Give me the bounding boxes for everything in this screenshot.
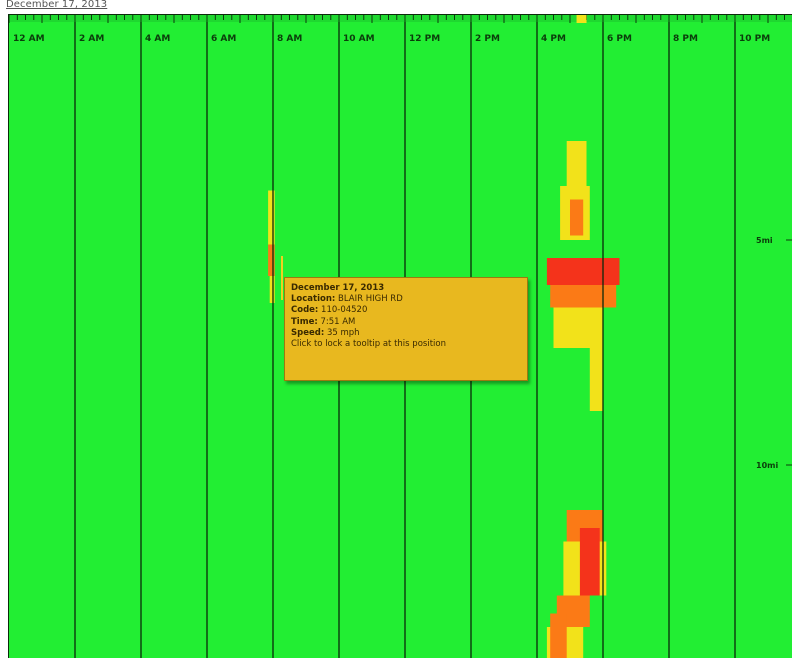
x-tick-label: 12 PM (409, 34, 440, 44)
hover-tooltip[interactable]: December 17, 2013 Location: BLAIR HIGH R… (284, 277, 528, 381)
x-tick-label: 8 AM (277, 34, 302, 44)
x-tick-label: 4 AM (145, 34, 170, 44)
congestion-cell-slow[interactable] (589, 348, 603, 411)
x-tick-label: 2 AM (79, 34, 104, 44)
congestion-cell-slow[interactable] (268, 190, 275, 245)
tooltip-location: Location: BLAIR HIGH RD (291, 294, 403, 305)
x-tick-label: 6 PM (607, 34, 632, 44)
date-title[interactable]: December 17, 2013 (6, 0, 108, 10)
y-tick-label: 5mi (756, 236, 773, 245)
x-tick-label: 6 AM (211, 34, 236, 44)
tooltip-speed: Speed: 35 mph (291, 327, 360, 338)
ruler-marker (576, 15, 587, 23)
x-tick-label: 8 PM (673, 34, 698, 44)
x-tick-label: 4 PM (541, 34, 566, 44)
congestion-cell-slow[interactable] (269, 276, 275, 303)
x-tick-label: 10 AM (343, 34, 375, 44)
tooltip-lock-hint[interactable]: Click to lock a tooltip at this position (291, 339, 446, 350)
congestion-cell-congested[interactable] (570, 199, 584, 236)
y-tick-labels: 5mi 10mi (756, 236, 792, 470)
x-tick-label: 10 PM (739, 34, 770, 44)
congestion-cell-congested[interactable] (268, 244, 275, 277)
x-tick-label: 2 PM (475, 34, 500, 44)
ruler-band (9, 15, 792, 22)
tooltip-code: Code: 110-04520 (291, 305, 368, 316)
tooltip-date: December 17, 2013 (291, 283, 385, 293)
tooltip-time: Time: 7:51 AM (291, 316, 356, 327)
congestion-cell-slow[interactable] (566, 141, 587, 186)
congestion-cell-heavy[interactable] (546, 258, 620, 285)
congestion-cells (268, 141, 620, 658)
congestion-cell-congested[interactable] (550, 285, 617, 308)
x-tick-labels: 12 AM 2 AM 4 AM 6 AM 8 AM 10 AM 12 PM 2 PM 4 PM 6… (13, 34, 770, 44)
congestion-cell-slow[interactable] (553, 307, 604, 349)
time-ruler (8, 15, 792, 23)
congestion-cell-congested[interactable] (550, 613, 567, 658)
y-tick-label: 10mi (756, 461, 778, 470)
congestion-cell-heavy[interactable] (579, 528, 600, 596)
x-tick-label: 12 AM (13, 34, 45, 44)
